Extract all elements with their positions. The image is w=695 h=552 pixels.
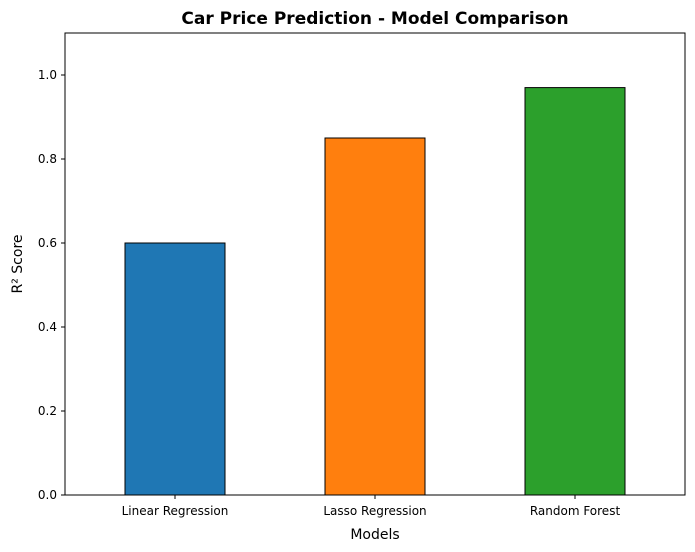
y-axis-label: R² Score [10,234,26,293]
y-tick-label: 1.0 [38,68,57,82]
x-tick-label: Linear Regression [122,504,229,518]
y-tick-label: 0.2 [38,404,57,418]
x-axis-label: Models [350,527,399,543]
y-axis: 0.0 0.2 0.4 0.6 0.8 1.0 [38,68,65,502]
plot-frame [64,32,686,496]
chart-title: Car Price Prediction - Model Comparison [181,9,568,29]
x-tick-label: Lasso Regression [323,504,426,518]
plot-area [124,87,626,496]
y-tick-label: 0.4 [38,320,57,334]
x-axis: Linear Regression Lasso Regression Random … [122,495,621,518]
y-tick-label: 0.8 [38,152,57,166]
bar-lasso-regression [324,137,426,496]
x-tick-label: Random Forest [530,504,621,518]
bar-random-forest [524,87,626,496]
bar-linear-regression [124,242,226,496]
y-tick-label: 0.6 [38,236,57,250]
y-tick-label: 0.0 [38,488,57,502]
